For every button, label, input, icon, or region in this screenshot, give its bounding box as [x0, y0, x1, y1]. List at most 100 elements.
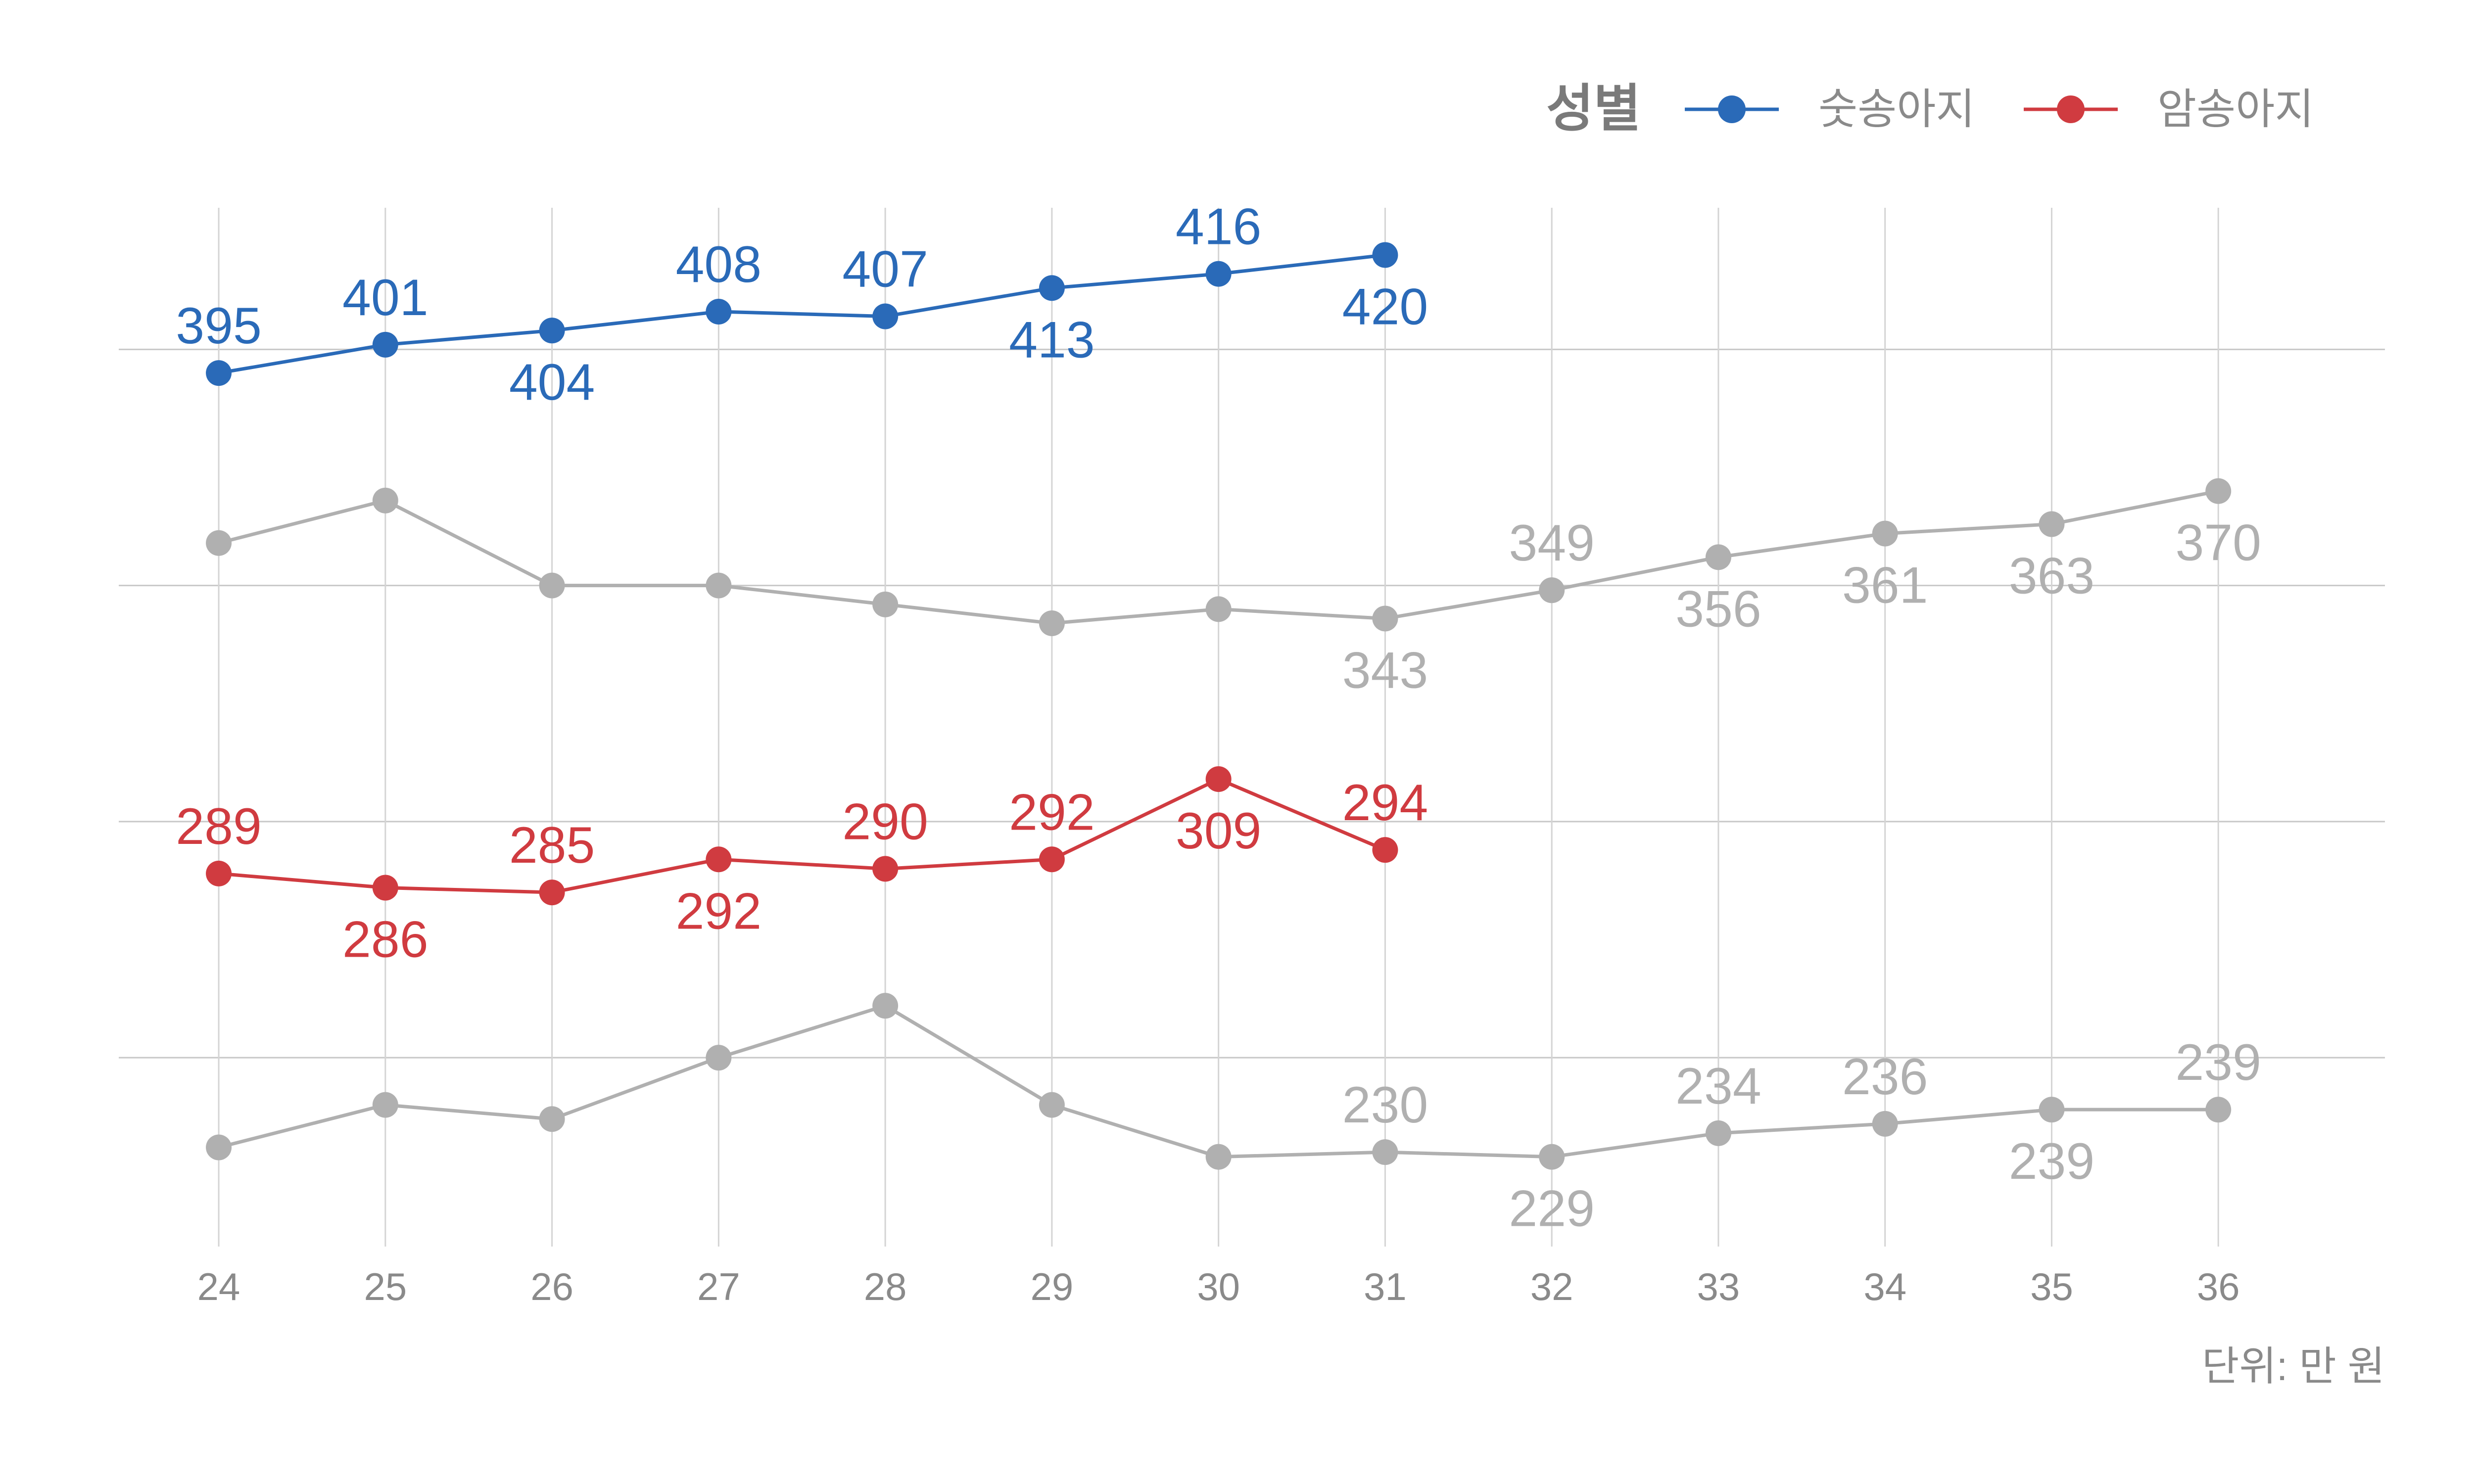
legend-marker-female	[2057, 95, 2085, 123]
data-point	[1039, 846, 1065, 873]
data-point	[2205, 1097, 2232, 1123]
x-tick-label: 28	[864, 1265, 907, 1308]
data-point	[1039, 1092, 1065, 1118]
data-label: 363	[2009, 548, 2095, 605]
data-point	[372, 875, 398, 901]
legend-entry-female: 암송아지	[2024, 86, 2314, 133]
data-point	[2039, 1097, 2065, 1123]
data-point	[1705, 1120, 1731, 1146]
data-point	[1039, 275, 1065, 301]
data-label: 292	[1009, 784, 1095, 841]
x-tick-label: 36	[2197, 1265, 2240, 1308]
data-label: 356	[1675, 580, 1761, 638]
legend-marker-male	[1718, 95, 1746, 123]
data-label: 294	[1342, 774, 1428, 832]
data-point	[206, 860, 232, 886]
data-point	[206, 360, 232, 386]
data-label: 239	[2175, 1034, 2261, 1091]
unit-caption: 단위: 만 원	[2202, 1344, 2385, 1389]
x-tick-label: 30	[1197, 1265, 1240, 1308]
x-axis: 24 25 26 27 28 29 30 31 32 33 34 35 36	[197, 1265, 2240, 1308]
data-point	[206, 1134, 232, 1160]
data-label: 292	[676, 882, 762, 940]
data-point	[1872, 1111, 1898, 1137]
data-point	[1372, 242, 1398, 268]
data-label: 370	[2175, 514, 2261, 572]
data-point	[1539, 1144, 1565, 1170]
data-label: 416	[1176, 198, 1262, 256]
series-0	[206, 242, 1398, 386]
data-label: 407	[842, 241, 928, 298]
data-point	[206, 530, 232, 556]
x-tick-label: 26	[530, 1265, 573, 1308]
data-point	[372, 487, 398, 513]
data-point	[539, 880, 565, 906]
data-point	[539, 318, 565, 344]
x-tick-label: 32	[1530, 1265, 1573, 1308]
data-point	[539, 1106, 565, 1132]
grid-lines	[119, 208, 2385, 1247]
series-line	[218, 777, 1386, 894]
data-point	[372, 331, 398, 358]
data-label: 309	[1176, 802, 1262, 860]
legend-entry-male: 숫송아지	[1685, 86, 1975, 133]
data-point	[706, 299, 732, 325]
data-point	[1872, 520, 1898, 547]
data-label: 361	[1842, 557, 1928, 614]
data-label: 234	[1675, 1058, 1761, 1115]
data-labels: 343 349 356 361 363 370 230 229 234 236 239 239 395 4…	[176, 198, 2261, 1238]
data-point	[706, 846, 732, 873]
data-point	[872, 591, 899, 617]
data-label: 230	[1342, 1076, 1428, 1134]
series-line	[218, 253, 1385, 375]
data-point	[1372, 837, 1398, 863]
x-tick-label: 33	[1697, 1265, 1740, 1308]
data-point	[372, 1092, 398, 1118]
series-3	[206, 993, 2232, 1170]
data-label: 285	[509, 817, 595, 874]
data-label: 420	[1342, 278, 1428, 335]
data-point	[1705, 544, 1731, 570]
data-point	[1205, 766, 1232, 792]
data-label: 286	[342, 911, 428, 969]
data-label: 289	[176, 798, 262, 855]
x-tick-label: 24	[197, 1265, 240, 1308]
legend-title: 성별	[1546, 80, 1641, 138]
data-label: 236	[1842, 1048, 1928, 1106]
legend-label-male: 숫송아지	[1818, 86, 1975, 133]
data-point	[872, 856, 899, 882]
legend-label-female: 암송아지	[2157, 86, 2314, 133]
data-label: 290	[842, 793, 928, 850]
data-point	[1372, 605, 1398, 632]
x-tick-label: 29	[1030, 1265, 1073, 1308]
data-point	[1372, 1139, 1398, 1165]
data-point	[1539, 577, 1565, 603]
data-point	[539, 572, 565, 599]
data-label: 404	[509, 354, 595, 411]
legend: 성별 숫송아지 암송아지	[1546, 80, 2314, 138]
data-point	[1205, 1144, 1232, 1170]
data-label: 401	[342, 269, 428, 326]
x-tick-label: 35	[2030, 1265, 2073, 1308]
x-tick-label: 34	[1863, 1265, 1906, 1308]
data-point	[872, 303, 899, 329]
data-label: 413	[1009, 311, 1095, 369]
x-tick-label: 31	[1364, 1265, 1407, 1308]
data-label: 408	[676, 236, 762, 293]
data-label: 239	[2009, 1133, 2095, 1190]
data-point	[1205, 596, 1232, 622]
data-label: 349	[1509, 514, 1595, 572]
data-label: 343	[1342, 642, 1428, 699]
series-2	[206, 766, 1398, 906]
data-point	[1205, 261, 1232, 287]
data-point	[706, 572, 732, 599]
data-point	[706, 1045, 732, 1071]
series-layer	[206, 242, 2232, 1170]
data-point	[2039, 511, 2065, 537]
series-1	[206, 478, 2232, 636]
data-point	[872, 993, 899, 1019]
data-point	[2205, 478, 2232, 504]
data-label: 229	[1509, 1180, 1595, 1238]
x-tick-label: 25	[364, 1265, 407, 1308]
